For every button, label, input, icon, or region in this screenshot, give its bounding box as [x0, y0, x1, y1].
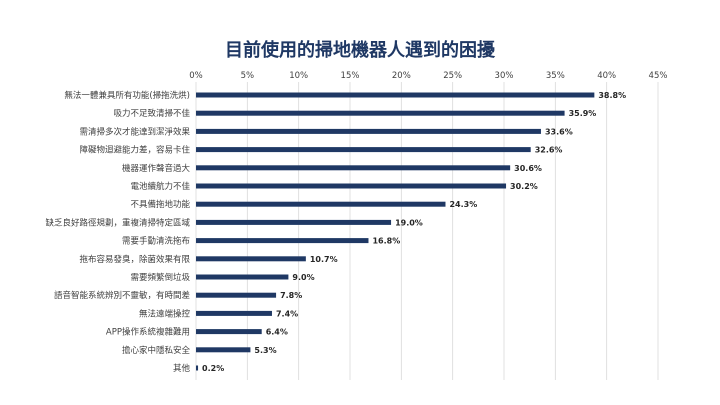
category-labels: 無法一體兼具所有功能(掃拖洗烘) 吸力不足致清掃不佳需清掃多次才能達到潔淨效果障礙…: [45, 90, 190, 374]
data-label: 7.8%: [280, 291, 302, 300]
category-label: 語音智能系統辨別不靈敏，有時間差: [54, 290, 190, 301]
bar: [196, 201, 446, 207]
data-label: 5.3%: [254, 346, 276, 355]
data-label: 24.3%: [449, 200, 477, 209]
x-tick-label: 30%: [495, 71, 514, 81]
category-label: 需要頻繁倒垃圾: [130, 272, 190, 283]
category-label: 不具備拖地功能: [130, 199, 190, 210]
data-label: 19.0%: [395, 218, 423, 227]
x-tick-label: 15%: [341, 71, 360, 81]
category-label: 吸力不足致清掃不佳: [113, 108, 190, 119]
bar: [196, 92, 595, 98]
chart-title: 目前使用的掃地機器人遇到的困擾: [225, 40, 495, 61]
category-label: 需清掃多次才能達到潔淨效果: [79, 126, 190, 137]
category-label: 其他: [173, 363, 191, 374]
bar: [196, 110, 565, 116]
bar: [196, 147, 531, 153]
bar: [196, 219, 392, 225]
category-label: 機器運作聲音過大: [122, 163, 191, 174]
data-label: 6.4%: [266, 328, 288, 337]
data-label: 30.2%: [510, 182, 538, 191]
category-label: 無法遠端操控: [139, 308, 191, 319]
x-tick-label: 20%: [392, 71, 411, 81]
bar: [196, 292, 277, 298]
category-label: APP操作系統複雜難用: [106, 327, 190, 338]
bar: [196, 329, 262, 335]
data-label: 10.7%: [310, 255, 338, 264]
data-label: 38.8%: [598, 91, 626, 100]
bar: [196, 274, 289, 280]
x-tick-label: 5%: [241, 71, 255, 81]
bar: [196, 165, 511, 171]
data-label: 16.8%: [372, 237, 400, 246]
category-label: 障礙物迴避能力差，容易卡住: [79, 145, 190, 156]
bar: [196, 365, 199, 371]
x-tick-label: 25%: [443, 71, 462, 81]
x-tick-label: 0%: [189, 71, 203, 81]
category-label: 擔心家中隱私安全: [122, 345, 191, 356]
bar: [196, 183, 507, 189]
x-tick-label: 40%: [597, 71, 616, 81]
data-label: 30.6%: [514, 164, 542, 173]
bars: [196, 92, 595, 371]
gridlines: [195, 82, 659, 380]
x-axis-ticks: 0% 5% 10% 15% 20% 25% 30% 35% 40% 45%: [189, 71, 667, 81]
data-label: 35.9%: [569, 109, 597, 118]
bar: [196, 347, 251, 353]
category-label: 無法一體兼具所有功能(掃拖洗烘): [64, 90, 190, 101]
bar: [196, 128, 541, 134]
x-tick-label: 45%: [649, 71, 668, 81]
data-labels: 38.8%35.9% 33.6% 32.6% 30.6% 30.2% 24.3% 19.0%…: [202, 91, 626, 373]
data-label: 33.6%: [545, 127, 573, 136]
category-label: 拖布容易發臭，除菌效果有限: [79, 254, 190, 265]
x-tick-label: 10%: [289, 71, 308, 81]
data-label: 32.6%: [535, 146, 563, 155]
category-label: 電池續航力不佳: [130, 181, 190, 192]
bar: [196, 238, 369, 244]
bar: [196, 310, 272, 316]
x-tick-label: 35%: [546, 71, 565, 81]
bar: [196, 256, 306, 262]
data-label: 7.4%: [276, 309, 298, 318]
data-label: 9.0%: [292, 273, 314, 282]
category-label: 需要手動清洗拖布: [122, 236, 190, 247]
data-label: 0.2%: [202, 364, 224, 373]
category-label: 缺乏良好路徑規劃，重複清掃特定區域: [45, 217, 190, 228]
